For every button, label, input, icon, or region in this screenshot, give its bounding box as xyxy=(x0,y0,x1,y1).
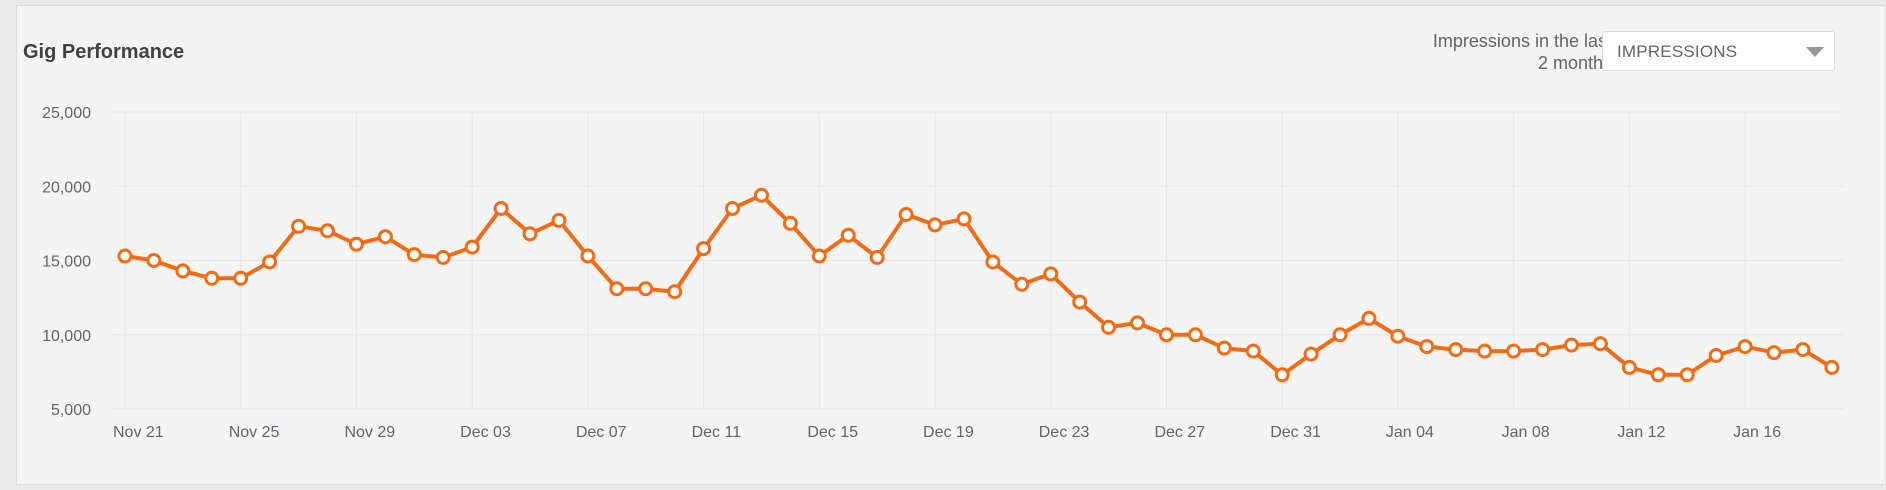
data-point[interactable] xyxy=(1564,337,1579,353)
data-point[interactable] xyxy=(406,247,422,263)
metric-select[interactable]: IMPRESSIONS xyxy=(1602,31,1835,71)
data-point[interactable] xyxy=(1766,345,1782,361)
axes: 5,000 10,000 15,000 20,000 25,000 Nov 21 Nov 2… xyxy=(42,105,1781,441)
y-tick-label: 15,000 xyxy=(42,254,91,271)
data-point[interactable] xyxy=(291,218,307,234)
y-tick-label: 10,000 xyxy=(42,328,91,345)
data-point[interactable] xyxy=(1621,359,1637,375)
data-point[interactable] xyxy=(204,270,220,286)
data-point[interactable] xyxy=(1390,328,1406,344)
data-point[interactable] xyxy=(985,254,1001,270)
y-tick-label: 20,000 xyxy=(42,179,91,196)
data-point[interactable] xyxy=(782,215,798,231)
x-tick-label: Dec 23 xyxy=(1039,424,1090,441)
data-point[interactable] xyxy=(898,207,914,222)
data-point[interactable] xyxy=(1679,367,1695,383)
range-label-line1: Impressions in the last xyxy=(1432,31,1612,51)
data-point[interactable] xyxy=(1332,327,1348,343)
x-tick-label: Nov 29 xyxy=(344,424,395,441)
data-point[interactable] xyxy=(1506,343,1522,359)
x-tick-label: Dec 03 xyxy=(460,424,511,441)
x-tick-label: Dec 27 xyxy=(1154,424,1205,441)
range-label: Impressions in the last 2 months xyxy=(1352,30,1612,74)
data-point[interactable] xyxy=(956,211,972,227)
x-tick-label: Nov 21 xyxy=(113,424,164,441)
data-point[interactable] xyxy=(927,217,943,233)
data-point[interactable] xyxy=(1477,343,1493,359)
data-point[interactable] xyxy=(1130,315,1145,331)
chart-title: Gig Performance xyxy=(23,41,185,63)
data-point[interactable] xyxy=(1419,339,1435,355)
data-point[interactable] xyxy=(377,229,393,245)
data-point[interactable] xyxy=(840,227,856,243)
data-point[interactable] xyxy=(348,236,364,252)
data-point[interactable] xyxy=(551,212,567,228)
data-point[interactable] xyxy=(869,250,885,265)
data-point[interactable] xyxy=(1592,336,1608,352)
data-point[interactable] xyxy=(754,187,769,203)
y-tick-label: 25,000 xyxy=(42,105,91,122)
data-point[interactable] xyxy=(1274,367,1290,383)
x-tick-label: Dec 19 xyxy=(923,424,974,441)
data-point[interactable] xyxy=(609,281,625,297)
data-point[interactable] xyxy=(638,281,654,297)
data-point[interactable] xyxy=(175,263,191,279)
data-point[interactable] xyxy=(1361,310,1377,326)
data-point[interactable] xyxy=(1448,342,1464,358)
data-point[interactable] xyxy=(667,284,683,300)
data-point[interactable] xyxy=(1737,339,1753,355)
data-point[interactable] xyxy=(1650,367,1666,383)
data-point[interactable] xyxy=(580,248,596,264)
data-point[interactable] xyxy=(1101,319,1117,335)
data-point[interactable] xyxy=(1824,359,1840,375)
grid xyxy=(111,111,1844,410)
range-label-line2: 2 months xyxy=(1537,53,1612,73)
data-point[interactable] xyxy=(696,241,712,257)
data-point[interactable] xyxy=(1014,276,1030,292)
data-point[interactable] xyxy=(1043,266,1059,282)
data-point[interactable] xyxy=(117,248,133,264)
data-point[interactable] xyxy=(464,239,480,255)
data-point[interactable] xyxy=(262,254,278,270)
x-tick-label: Jan 12 xyxy=(1617,424,1665,441)
data-point[interactable] xyxy=(1303,346,1319,362)
data-point[interactable] xyxy=(1216,340,1232,356)
data-point[interactable] xyxy=(146,253,162,268)
data-point[interactable] xyxy=(1245,343,1261,359)
data-point[interactable] xyxy=(435,250,451,265)
x-tick-label: Jan 08 xyxy=(1502,424,1550,441)
data-point[interactable] xyxy=(725,201,740,216)
data-point[interactable] xyxy=(493,201,509,216)
x-tick-label: Jan 16 xyxy=(1733,424,1781,441)
x-tick-label: Jan 04 xyxy=(1386,424,1434,441)
x-tick-label: Dec 31 xyxy=(1270,424,1321,441)
data-point[interactable] xyxy=(1159,327,1174,343)
data-point[interactable] xyxy=(1795,342,1811,358)
data-point[interactable] xyxy=(811,248,827,264)
data-point[interactable] xyxy=(1187,327,1203,343)
x-tick-label: Dec 11 xyxy=(692,424,742,441)
data-point[interactable] xyxy=(1708,348,1724,363)
chevron-down-icon xyxy=(1806,47,1824,57)
series xyxy=(117,187,1840,383)
metric-select-value: IMPRESSIONS xyxy=(1617,42,1738,61)
data-point[interactable] xyxy=(233,270,249,286)
x-tick-label: Nov 25 xyxy=(229,424,280,441)
data-point[interactable] xyxy=(320,223,335,239)
data-point[interactable] xyxy=(1072,294,1088,310)
x-tick-label: Dec 15 xyxy=(807,424,858,441)
data-point[interactable] xyxy=(1535,342,1551,358)
data-point[interactable] xyxy=(522,226,538,242)
gig-performance-panel xyxy=(16,5,1886,485)
y-tick-label: 5,000 xyxy=(51,402,91,419)
x-tick-label: Dec 07 xyxy=(576,424,627,441)
